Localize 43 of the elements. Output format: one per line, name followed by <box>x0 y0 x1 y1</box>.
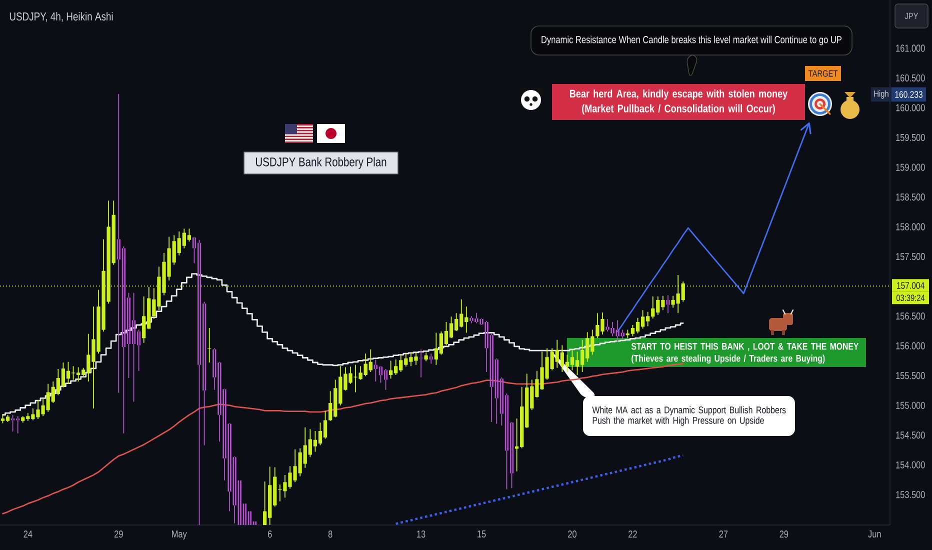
x-tick-label: 29 <box>780 530 788 538</box>
y-tick-label: 159.500 <box>896 134 925 142</box>
x-tick-label: 6 <box>268 530 272 538</box>
annotation: High <box>874 90 888 99</box>
x-tick-label: 27 <box>719 530 728 538</box>
y-tick-label: 153.500 <box>896 491 925 498</box>
annotation: USDJPY Bank Robbery Plan <box>256 157 386 169</box>
x-tick-label: 13 <box>417 530 426 538</box>
x-tick-label: 15 <box>478 530 486 538</box>
annotation: 03:39:24 <box>896 294 925 302</box>
candlestick <box>208 328 212 363</box>
y-tick-label: 155.000 <box>896 402 925 409</box>
candlestick <box>429 354 433 364</box>
x-tick-label: 29 <box>114 530 123 538</box>
x-tick-label: May <box>172 530 187 540</box>
annotation: White MA act as a Dynamic Support Bullish Robbers Push the market with High Pressure on Upside <box>592 406 786 426</box>
candlestick <box>419 349 423 378</box>
y-tick-label: 156.500 <box>896 312 925 320</box>
annotation: TARGET <box>808 70 838 77</box>
text: JPY <box>904 12 918 20</box>
candlestick <box>666 295 670 314</box>
y-tick-label: 159.000 <box>896 164 925 171</box>
annotation: 160.233 <box>895 91 922 98</box>
y-tick-label: 156.000 <box>896 342 925 350</box>
y-tick-label: 160.000 <box>896 104 925 112</box>
x-tick-label: 20 <box>568 530 576 538</box>
y-tick-label: 158.500 <box>896 193 925 201</box>
x-tick-label: 22 <box>628 530 637 538</box>
x-tick-label: 8 <box>328 530 332 538</box>
y-tick-label: 161.000 <box>896 44 925 52</box>
annotation: START TO HEIST THIS BANK , LOOT & TAKE THE MONEY (Thieves are stealing Upside / Traders are Buying) <box>631 342 859 364</box>
y-tick-label: 154.000 <box>896 461 925 468</box>
x-tick-label: Jun <box>868 530 881 538</box>
annotation: Bear herd Area, kindly escape with stolen money (Market Pullback / Consolidation will Occur) <box>570 89 788 115</box>
ref-line-label: 157.004 <box>897 282 924 289</box>
annotation: Dynamic Resistance When Candle breaks this level market will Continue to go UP <box>542 36 842 46</box>
y-tick-label: 155.500 <box>896 372 925 380</box>
text: USDJPY, 4h, Heikin Ashi <box>10 12 113 22</box>
y-tick-label: 157.500 <box>896 253 925 260</box>
y-tick-label: 160.500 <box>896 74 925 82</box>
y-tick-label: 158.000 <box>896 223 925 230</box>
y-tick-label: 154.500 <box>896 432 925 439</box>
x-tick-label: 24 <box>24 530 32 538</box>
